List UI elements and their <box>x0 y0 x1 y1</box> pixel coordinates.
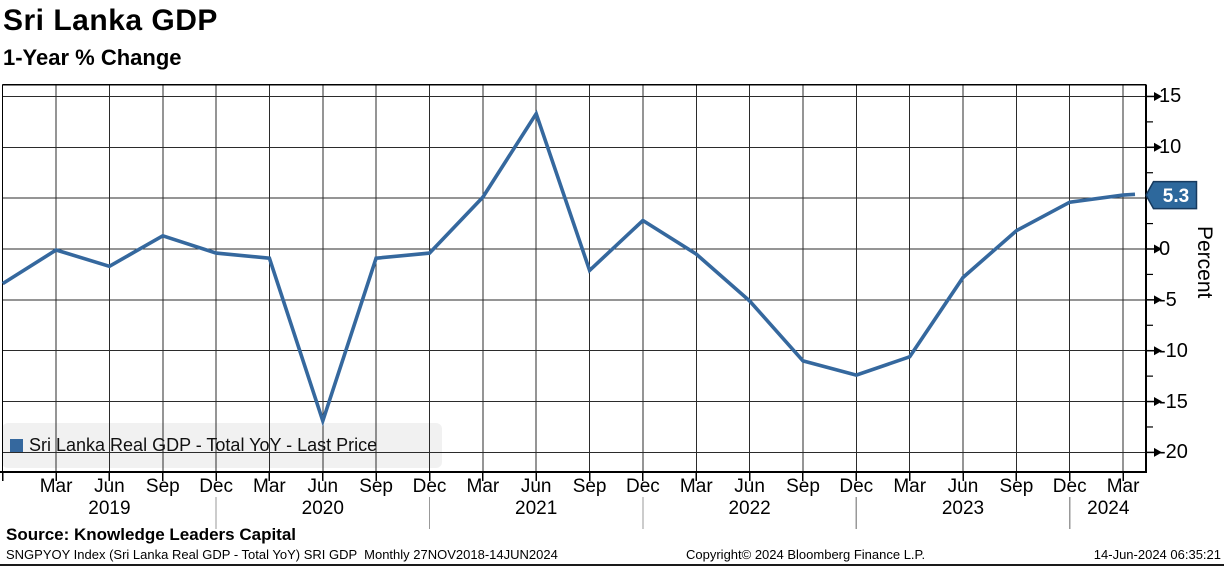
gridlines <box>2 84 1146 472</box>
x-axis-month-label: Jun <box>947 476 979 497</box>
legend-label: Sri Lanka Real GDP - Total YoY - Last Pr… <box>29 435 378 455</box>
x-axis-month-label: Sep <box>572 476 607 497</box>
timestamp: 14-Jun-2024 06:35:21 <box>1093 547 1221 562</box>
x-axis-month-label: Mar <box>466 476 500 497</box>
x-axis-month-label: Dec <box>199 476 233 497</box>
x-axis-month-label: Dec <box>839 476 874 497</box>
legend-marker-icon <box>10 439 23 452</box>
x-axis-month-label: Mar <box>679 476 713 497</box>
ticker-description: SNGPYOY Index (Sri Lanka Real GDP - Tota… <box>6 547 558 562</box>
x-axis-month-label: Jun <box>94 476 125 497</box>
chart-subtitle: 1-Year % Change <box>3 45 182 70</box>
x-axis-month-label: Dec <box>412 476 447 497</box>
x-axis-month-label: Sep <box>999 476 1034 497</box>
x-axis-month-label: Sep <box>359 476 393 497</box>
y-axis-tick-label: 10 <box>1159 136 1182 159</box>
x-axis-month-label: Mar <box>893 476 927 497</box>
x-axis-month-label: Jun <box>520 476 552 497</box>
x-axis-month-label: Mar <box>39 476 73 497</box>
x-axis-year-label: 2021 <box>515 498 558 519</box>
x-axis-month-label: Mar <box>1106 476 1140 497</box>
x-axis-year-label: 2020 <box>301 498 344 519</box>
bottom-border <box>0 564 1224 566</box>
source-line: Source: Knowledge Leaders Capital <box>6 525 297 544</box>
x-axis-year-label: 2024 <box>1087 498 1130 519</box>
x-axis-month-label: Mar <box>253 476 286 497</box>
y-axis-tick-label: -5 <box>1159 288 1177 311</box>
x-axis-month-label: Dec <box>625 476 660 497</box>
y-axis-tick-label: -20 <box>1159 441 1188 464</box>
legend: Sri Lanka Real GDP - Total YoY - Last Pr… <box>2 423 377 468</box>
x-axis-year-label: 2023 <box>941 498 985 519</box>
page-title: Sri Lanka GDP <box>3 4 218 37</box>
x-axis-month-label: Jun <box>734 476 765 497</box>
plot-borders <box>0 83 1147 473</box>
x-axis-month-label: Jun <box>307 476 339 497</box>
x-axis-month-label: Dec <box>1052 476 1087 497</box>
y-axis-tick-label: 5 <box>1159 187 1171 210</box>
y-axis-tick-label: 0 <box>1159 238 1171 260</box>
x-axis-year-label: 2022 <box>728 498 771 519</box>
x-axis-year-label: 2019 <box>88 498 131 519</box>
gdp-line-series <box>1 109 1136 427</box>
legend-background <box>2 423 442 468</box>
y-axis-tick-label: -10 <box>1159 339 1188 362</box>
y-axis-tick-label: 15 <box>1159 85 1182 108</box>
x-axis-month-label: Sep <box>786 476 820 497</box>
y-axis-tick-label: -15 <box>1159 390 1188 413</box>
x-axis-month-label: Sep <box>145 476 180 497</box>
y-axis-title: Percent <box>1193 226 1216 299</box>
copyright-notice: Copyright© 2024 Bloomberg Finance L.P. <box>686 547 926 562</box>
